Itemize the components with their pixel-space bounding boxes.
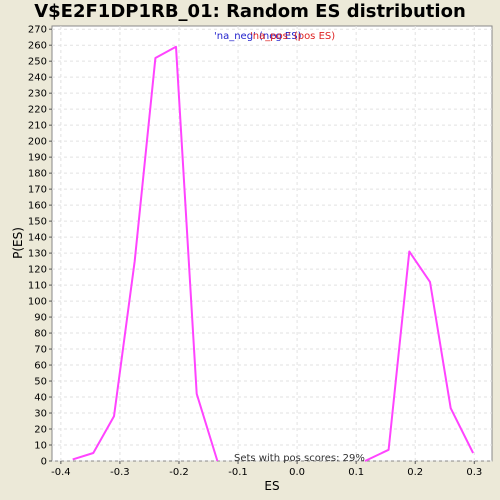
y-tick-label: 170 <box>28 185 47 196</box>
y-tick-label: 130 <box>28 249 47 260</box>
x-tick-label: 0.0 <box>289 467 305 478</box>
y-tick-label: 120 <box>28 265 47 276</box>
legend-entry-neg: 'na_neg' (neg ES) <box>214 31 302 42</box>
x-axis-ticks: -0.4 -0.3 -0.2 -0.1 0.0 0.1 0.2 0.3 <box>51 461 482 478</box>
grid-lines <box>52 26 492 462</box>
y-tick-label: 20 <box>34 425 47 436</box>
x-tick-label: 0.2 <box>407 467 423 478</box>
y-tick-label: 180 <box>28 169 47 180</box>
y-tick-label: 60 <box>34 361 47 372</box>
y-tick-label: 260 <box>28 41 47 52</box>
y-tick-label: 210 <box>28 121 47 132</box>
series-line-neg <box>72 45 219 462</box>
x-tick-label: -0.3 <box>110 467 130 478</box>
y-axis-label: P(ES) <box>11 227 25 259</box>
series-lines <box>72 45 474 462</box>
y-tick-label: 200 <box>28 137 47 148</box>
y-tick-label: 10 <box>34 441 47 452</box>
series-line-pos <box>364 250 474 462</box>
y-tick-label: 150 <box>28 217 47 228</box>
y-tick-label: 140 <box>28 233 47 244</box>
plot-background <box>51 25 493 462</box>
x-tick-label: 0.3 <box>466 467 482 478</box>
y-tick-label: 40 <box>34 393 47 404</box>
y-tick-label: 80 <box>34 329 47 340</box>
y-tick-label: 190 <box>28 153 47 164</box>
legend-entry-pos: 'na_pos' (pos ES) <box>250 31 335 42</box>
y-tick-label: 110 <box>28 281 47 292</box>
y-tick-label: 30 <box>34 409 47 420</box>
y-tick-label: 220 <box>28 105 47 116</box>
y-tick-label: 50 <box>34 377 47 388</box>
legend: 'na_neg' (neg ES) 'na_pos' (pos ES) <box>214 31 335 42</box>
x-tick-label: -0.4 <box>51 467 71 478</box>
x-axis-label: ES <box>264 479 279 493</box>
chart-title: V$E2F1DP1RB_01: Random ES distribution <box>34 1 466 22</box>
x-tick-label: -0.2 <box>169 467 189 478</box>
x-tick-label: 0.1 <box>348 467 364 478</box>
y-tick-label: 160 <box>28 201 47 212</box>
y-axis-ticks: 0 10 20 30 40 50 60 70 80 90 100 110 120 130 140 150 160… <box>28 25 52 468</box>
y-tick-label: 70 <box>34 345 47 356</box>
pos-scores-annotation: Sets with pos scores: 29% <box>234 453 365 464</box>
y-tick-label: 230 <box>28 89 47 100</box>
y-tick-label: 90 <box>34 313 47 324</box>
y-tick-label: 270 <box>28 25 47 36</box>
y-tick-label: 240 <box>28 73 47 84</box>
y-tick-label: 250 <box>28 57 47 68</box>
y-tick-label: 100 <box>28 297 47 308</box>
x-tick-label: -0.1 <box>228 467 248 478</box>
y-tick-label: 0 <box>41 457 47 468</box>
